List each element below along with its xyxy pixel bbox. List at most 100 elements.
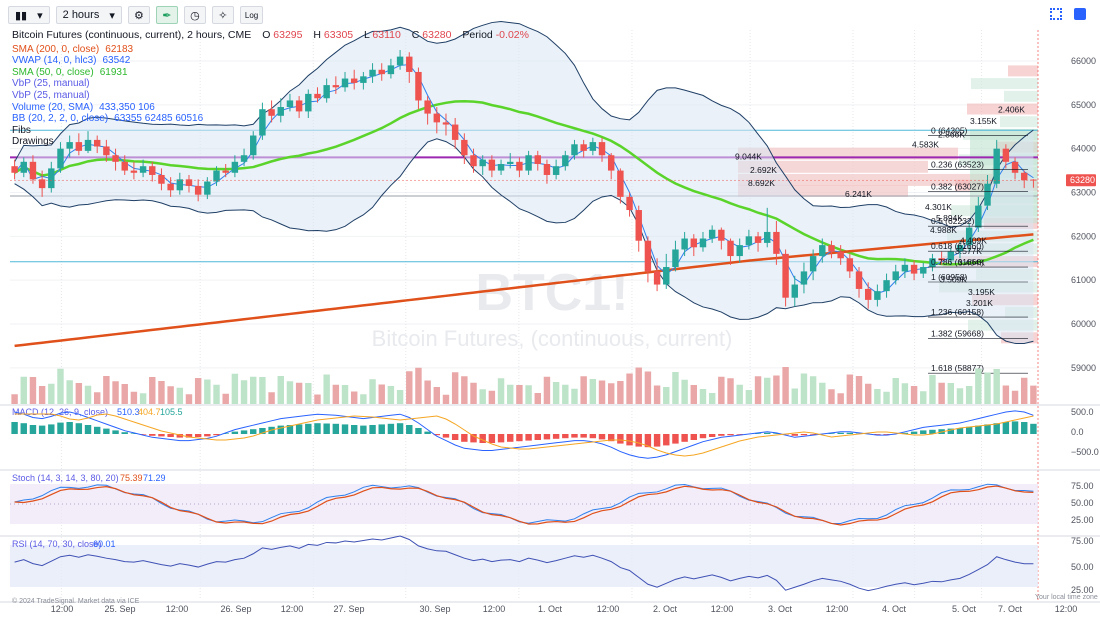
volume-bar <box>571 388 578 404</box>
candle-body <box>461 139 468 156</box>
legend-row[interactable]: VWAP (14, 0, hlc3) 63542 <box>12 55 529 67</box>
settings-button[interactable]: ⚙ <box>127 6 150 24</box>
macd-histogram-bar <box>883 434 890 435</box>
footer-credit: © 2024 TradeSignal. Market data via ICE <box>12 597 140 605</box>
candle-body <box>470 155 477 167</box>
legend-row[interactable]: Volume (20, SMA) 433,350 106 <box>12 102 529 114</box>
volume-profile-label: 4.988K <box>930 225 957 235</box>
candle-body <box>213 170 220 182</box>
chart-type-select[interactable]: ▮▮ ▾ <box>8 6 50 24</box>
candle-body <box>387 65 395 75</box>
legend-row[interactable]: VbP (25, manual) <box>12 78 529 90</box>
legend-row-label: VWAP (14, 0, hlc3) <box>12 55 97 67</box>
macd-histogram-bar <box>314 423 321 434</box>
volume-bar <box>516 385 523 404</box>
candle-body <box>947 251 955 261</box>
macd-histogram-bar <box>773 433 780 434</box>
legend-row[interactable]: SMA (50, 0, close) 61931 <box>12 67 529 79</box>
volume-bar <box>57 368 64 404</box>
time-axis-tick: 12:00 <box>483 604 506 614</box>
price-axis-tick: 63000 <box>1071 188 1096 198</box>
legend-row[interactable]: VbP (25, manual) <box>12 90 529 102</box>
candle-body <box>130 170 138 173</box>
candle-body <box>956 245 964 252</box>
volume-bar <box>1002 385 1010 404</box>
candle-body <box>920 267 927 274</box>
volume-profile-bar <box>738 173 998 186</box>
candle-body <box>350 78 358 83</box>
candle-body <box>552 166 560 175</box>
macd-histogram-bar <box>176 434 184 438</box>
crosshair-button[interactable]: ✧ <box>211 6 234 24</box>
volume-profile-label: 5.894K <box>936 213 963 223</box>
candle-body <box>663 267 670 285</box>
drawing-tool-button[interactable]: ✒ <box>155 6 178 24</box>
fib-level-label: 0.786 (61666) <box>931 257 984 267</box>
volume-bar <box>580 376 587 404</box>
time-axis-tick: 4. Oct <box>882 604 907 614</box>
candle-body <box>690 238 698 248</box>
macd-histogram-bar <box>470 434 477 443</box>
candle-body <box>158 174 165 184</box>
log-label: Log <box>244 10 259 20</box>
volume-bar <box>589 379 597 404</box>
macd-signal-line <box>14 413 1034 457</box>
rsi-axis-tick: 25.00 <box>1071 585 1094 595</box>
volume-bar <box>708 393 716 404</box>
legend-row[interactable]: Fibs <box>12 125 529 137</box>
macd-value-3: 105.5 <box>160 407 183 417</box>
camera-icon[interactable] <box>1074 8 1086 20</box>
macd-histogram-bar <box>396 423 404 434</box>
fullscreen-icon[interactable] <box>1050 8 1062 20</box>
macd-histogram-bar <box>38 425 46 434</box>
time-axis-tick: 7. Oct <box>998 604 1023 614</box>
candle-body <box>727 240 734 257</box>
candle-body <box>571 144 578 156</box>
candle-body <box>1002 148 1010 162</box>
volume-bar <box>920 391 927 404</box>
macd-histogram-bar <box>993 423 1000 434</box>
stoch-label: Stoch (14, 3, 14, 3, 80, 20) <box>12 473 119 483</box>
volume-bar <box>277 376 284 404</box>
volume-bar <box>653 385 661 404</box>
macd-histogram-bar <box>158 434 165 437</box>
volume-bar <box>626 373 633 404</box>
volume-bar <box>93 392 101 404</box>
volume-profile-label: 9.044K <box>735 152 762 162</box>
price-axis-tick: 59000 <box>1071 363 1096 373</box>
legend-row[interactable]: Drawings <box>12 136 529 148</box>
macd-histogram-bar <box>965 426 973 434</box>
macd-histogram-bar <box>552 434 560 439</box>
time-axis-tick: 12:00 <box>1055 604 1078 614</box>
macd-histogram-bar <box>488 434 496 443</box>
legend-row[interactable]: SMA (200, 0, close) 62183 <box>12 44 529 56</box>
candle-body <box>295 100 303 112</box>
volume-bar <box>975 368 982 404</box>
candle-body <box>369 69 376 77</box>
ohlc-open: 63295 <box>273 29 303 41</box>
macd-histogram-bar <box>121 432 128 434</box>
bollinger-upper-line <box>14 20 1034 228</box>
candle-body <box>360 76 367 83</box>
macd-histogram-bar <box>305 423 312 434</box>
volume-bar <box>699 389 707 404</box>
candle-body <box>323 85 330 99</box>
candle-body <box>644 240 652 272</box>
legend-row[interactable]: BB (20, 2, 2, 0, close) 63355 62485 60516 <box>12 113 529 125</box>
log-scale-button[interactable]: Log <box>239 6 264 24</box>
macd-histogram-bar <box>846 432 854 434</box>
volume-profile-bar <box>738 160 928 173</box>
macd-histogram-bar <box>754 433 762 434</box>
fib-level-label: 0.618 (61660) <box>931 241 984 251</box>
vwap-line <box>14 64 1034 294</box>
candle-body <box>993 148 1000 184</box>
candle-body <box>580 144 587 151</box>
candle-body <box>745 236 753 246</box>
volume-bar <box>341 385 349 404</box>
volume-bar <box>874 389 881 404</box>
timeframe-select[interactable]: 2 hours ▾ <box>55 6 122 24</box>
candle-body <box>846 258 854 272</box>
macd-histogram-bar <box>259 428 266 434</box>
history-button[interactable]: ◷ <box>183 6 206 24</box>
